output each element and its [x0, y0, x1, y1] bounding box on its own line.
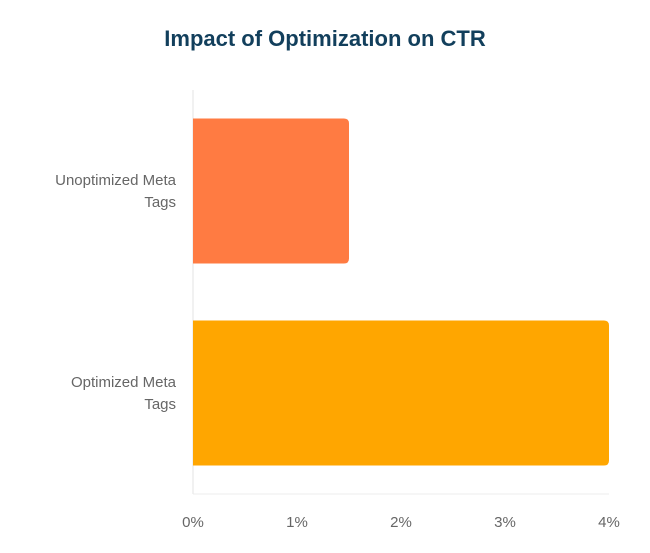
x-tick-label: 0%	[182, 514, 204, 531]
category-label-line: Tags	[144, 194, 176, 211]
bars	[193, 118, 609, 466]
x-tick-label: 1%	[286, 514, 308, 531]
chart-title: Impact of Optimization on CTR	[164, 26, 486, 51]
x-tick-label: 3%	[494, 514, 516, 531]
x-tick-labels: 0% 1% 2% 3% 4%	[182, 514, 620, 531]
category-label-line: Optimized Meta	[71, 374, 177, 391]
x-tick-label: 2%	[390, 514, 412, 531]
category-label: Unoptimized Meta Tags	[55, 172, 177, 211]
bar-unoptimized-meta-tags	[193, 118, 349, 264]
category-label-line: Unoptimized Meta	[55, 172, 177, 189]
category-label: Optimized Meta Tags	[71, 374, 177, 413]
x-tick-label: 4%	[598, 514, 620, 531]
category-label-line: Tags	[144, 396, 176, 413]
category-labels: Unoptimized Meta Tags Optimized Meta Tags	[55, 172, 177, 413]
bar-optimized-meta-tags	[193, 320, 609, 466]
